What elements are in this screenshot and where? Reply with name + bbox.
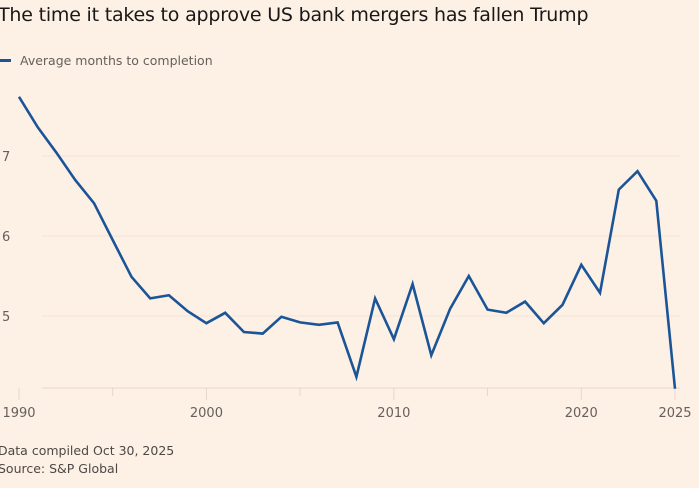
gridlines — [42, 155, 680, 317]
x-tick-label-2020: 2020 — [565, 406, 598, 421]
x-axis: 1990 2000 2010 2020 2025 — [2, 387, 692, 421]
series — [17, 96, 677, 389]
x-tick-label-2000: 2000 — [190, 406, 223, 421]
source-note: Source: S&P Global — [0, 461, 119, 476]
x-tick-label-2010: 2010 — [377, 406, 410, 421]
legend-swatch — [0, 59, 11, 62]
y-tick-label-5: 5 — [2, 310, 10, 325]
legend-label: Average months to completion — [20, 53, 213, 68]
x-tick-label-1990: 1990 — [2, 406, 35, 421]
y-tick-label-6: 6 — [2, 230, 10, 245]
x-tick-label-2025: 2025 — [658, 406, 691, 421]
chart-title: The time it takes to approve US bank mer… — [0, 4, 589, 26]
legend: Average months to completion — [0, 53, 213, 68]
footer: Data compiled Oct 30, 2025 Source: S&P G… — [0, 442, 174, 478]
series-line-0 — [17, 96, 677, 389]
y-axis-ticks: 5 6 7 — [2, 150, 10, 325]
y-tick-label-7: 7 — [2, 150, 10, 165]
data-compiled-note: Data compiled Oct 30, 2025 — [0, 443, 175, 458]
